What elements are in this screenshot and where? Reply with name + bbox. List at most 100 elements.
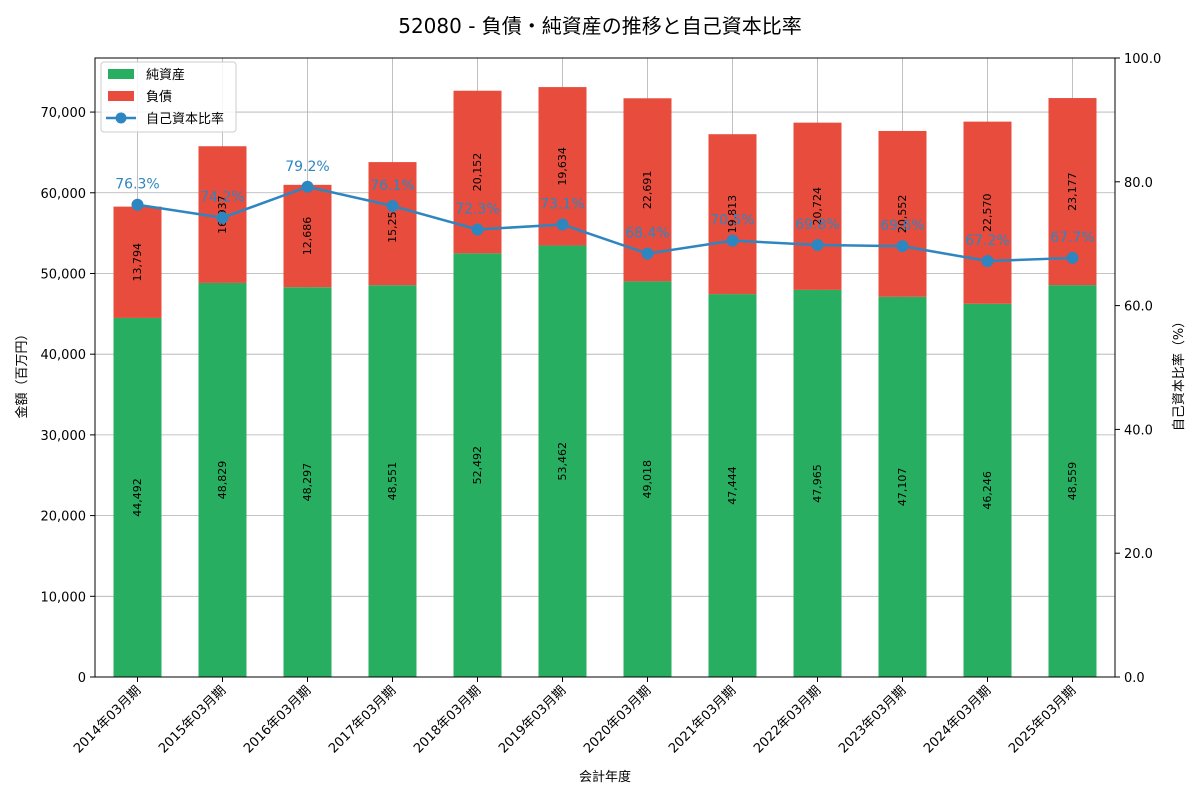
ratio-point-label: 68.4% <box>625 226 669 242</box>
ratio-point-label: 79.2% <box>285 159 329 175</box>
bar-label-net-assets: 48,559 <box>1066 462 1079 501</box>
bar-net-assets <box>878 296 927 677</box>
ratio-point <box>811 238 824 251</box>
bar-label-net-assets: 49,018 <box>641 460 654 499</box>
y-tick-label: 20,000 <box>41 510 87 525</box>
bar-label-net-assets: 47,965 <box>811 464 824 503</box>
y-axis-title: 金額（百万円） <box>14 327 30 418</box>
ratio-point <box>301 180 314 193</box>
bar-net-assets <box>283 287 332 677</box>
ratio-point-label: 67.2% <box>965 233 1009 249</box>
ratio-point-label: 69.6% <box>880 218 924 234</box>
bar-net-assets <box>708 294 757 677</box>
x-tick-label: 2018年03月期 <box>411 683 484 756</box>
y-tick-label: 10,000 <box>41 590 87 605</box>
bar-label-liabilities: 12,686 <box>301 217 314 256</box>
ratio-point-label: 74.2% <box>200 190 244 206</box>
grid <box>95 58 1115 678</box>
bar-liabilities <box>283 184 332 288</box>
ratio-point <box>386 199 399 212</box>
bar-label-liabilities: 19,813 <box>726 195 739 234</box>
ratio-point-label: 67.7% <box>1050 230 1094 246</box>
bar-label-net-assets: 47,444 <box>726 466 739 505</box>
ratio-point <box>726 234 739 247</box>
bar-liabilities <box>708 134 757 295</box>
chart-title: 52080 - 負債・純資産の推移と自己資本比率 <box>398 14 802 38</box>
bar-liabilities <box>113 206 162 318</box>
bar-label-liabilities: 20,152 <box>471 153 484 192</box>
y2-tick-label: 0.0 <box>1124 671 1145 686</box>
y-tick-label: 60,000 <box>41 187 87 202</box>
bar-net-assets <box>453 253 502 677</box>
ratio-point <box>131 198 144 211</box>
bar-label-liabilities: 22,570 <box>981 193 994 232</box>
ratio-point <box>981 255 994 268</box>
bar-label-net-assets: 47,107 <box>896 468 909 507</box>
bar-liabilities <box>793 122 842 290</box>
y-tick-label: 30,000 <box>41 429 87 444</box>
bar-net-assets <box>538 245 587 678</box>
x-tick-label: 2024年03月期 <box>921 683 994 756</box>
ratio-point <box>1066 251 1079 264</box>
y2-axis-title: 自己資本比率（%） <box>1171 315 1187 431</box>
x-tick-label: 2023年03月期 <box>836 683 909 756</box>
bar-net-assets <box>113 317 162 677</box>
x-tick-label: 2017年03月期 <box>326 683 399 756</box>
ratio-point-label: 76.1% <box>370 178 414 194</box>
y2-tick-label: 100.0 <box>1124 52 1161 67</box>
ratio-point-label: 69.8% <box>795 217 839 233</box>
bar-label-liabilities: 13,794 <box>131 243 144 282</box>
legend-label-ratio: 自己資本比率 <box>146 111 224 127</box>
bar-label-net-assets: 48,297 <box>301 463 314 502</box>
legend-label-liabilities: 負債 <box>146 90 172 105</box>
ratio-point <box>556 218 569 231</box>
x-tick-label: 2022年03月期 <box>751 683 824 756</box>
bar-label-liabilities: 19,634 <box>556 147 569 186</box>
y2-tick-label: 40.0 <box>1124 423 1153 438</box>
legend-swatch-liabilities <box>108 91 134 101</box>
x-tick-label: 2021年03月期 <box>666 683 739 756</box>
bar-label-net-assets: 44,492 <box>131 478 144 517</box>
bar-net-assets <box>963 303 1012 677</box>
legend-marker-ratio <box>115 112 127 124</box>
bar-net-assets <box>368 285 417 677</box>
x-axis-title: 会計年度 <box>579 769 631 785</box>
bar-net-assets <box>623 281 672 677</box>
bar-label-liabilities: 15,251 <box>386 204 399 243</box>
bar-label-liabilities: 23,177 <box>1066 172 1079 211</box>
bar-label-net-assets: 48,829 <box>216 461 229 500</box>
x-tick-label: 2014年03月期 <box>71 683 144 756</box>
ratio-point-label: 72.3% <box>455 201 499 217</box>
y-tick-label: 0 <box>78 671 86 686</box>
plot-frame <box>94 57 1116 678</box>
y-tick-label: 50,000 <box>41 267 87 282</box>
bar-net-assets <box>198 282 247 677</box>
ratio-point-label: 70.5% <box>710 213 754 229</box>
bar-liabilities <box>878 130 927 297</box>
bar-net-assets <box>1048 285 1097 677</box>
ratio-point <box>471 223 484 236</box>
bar-label-net-assets: 46,246 <box>981 471 994 510</box>
bar-label-net-assets: 53,462 <box>556 442 569 481</box>
y2-tick-label: 60.0 <box>1124 300 1153 315</box>
bar-liabilities <box>963 121 1012 304</box>
ratio-point-label: 73.1% <box>540 197 584 213</box>
x-tick-label: 2019年03月期 <box>496 683 569 756</box>
bar-net-assets <box>793 289 842 677</box>
legend-box <box>100 61 237 133</box>
ratio-point <box>896 240 909 253</box>
legend-label-net-assets: 純資産 <box>146 67 185 83</box>
x-tick-label: 2025年03月期 <box>1006 683 1079 756</box>
bar-label-liabilities: 22,691 <box>641 171 654 210</box>
bar-label-liabilities: 20,552 <box>896 195 909 234</box>
ratio-point <box>641 247 654 260</box>
x-tick-label: 2020年03月期 <box>581 683 654 756</box>
y-tick-label: 70,000 <box>41 106 87 121</box>
legend: 純資産 負債 自己資本比率 <box>100 61 237 133</box>
y2-tick-label: 80.0 <box>1124 176 1153 191</box>
ratio-line-path <box>137 185 1073 263</box>
y-tick-label: 40,000 <box>41 348 87 363</box>
x-tick-label: 2016年03月期 <box>241 683 314 756</box>
ratio-point-label: 76.3% <box>115 177 159 193</box>
bar-label-net-assets: 48,551 <box>386 462 399 501</box>
